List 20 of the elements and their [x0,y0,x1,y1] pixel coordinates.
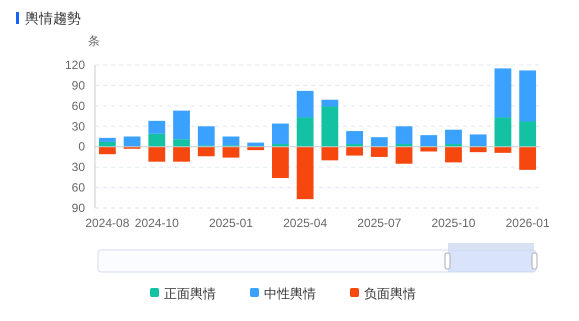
chart-title: 輿情趨勢 [25,10,81,26]
x-tick-label: 2024-10 [134,216,180,230]
y-tick-label: 0 [78,140,86,154]
y-tick-label: 120 [64,58,86,72]
legend-label: 中性輿情 [264,286,316,301]
y-tick-label: 90 [72,78,86,92]
legend-label: 负面輿情 [364,286,416,301]
y-tick-label: 90 [72,201,86,215]
y-tick-label: 60 [72,180,86,195]
y-axis-title: 条 [88,34,100,48]
x-tick-label: 2026-01 [506,216,550,230]
x-tick-label: 2025-10 [431,216,476,230]
x-tick-label: 2025-04 [283,216,328,230]
x-tick-label: 2025-07 [357,216,402,230]
y-tick-label: 60 [72,98,86,113]
x-tick-label: 2025-01 [208,216,254,230]
legend-label: 正面輿情 [164,286,216,301]
y-tick-label: 30 [72,119,86,134]
x-tick-label: 2024-08 [85,216,130,230]
y-tick-label: 30 [72,160,86,174]
